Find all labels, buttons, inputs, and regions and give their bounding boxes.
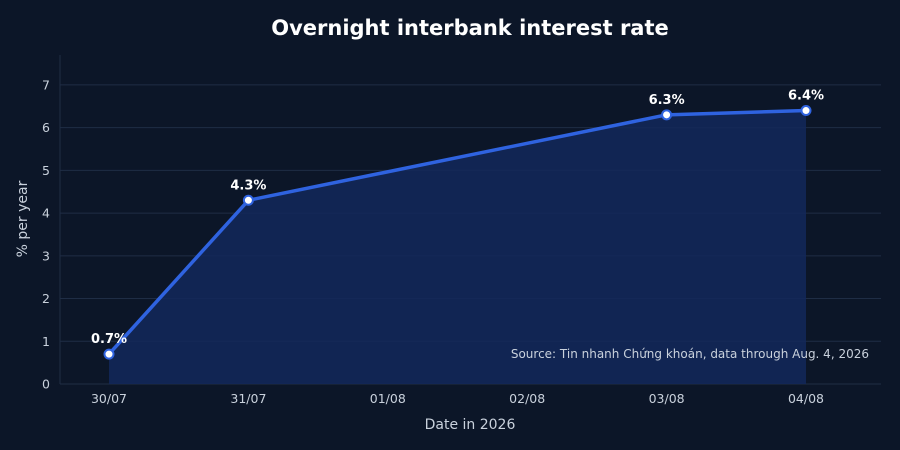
x-tick-label: 30/07 [91,391,127,406]
data-label: 4.3% [230,178,266,193]
y-tick-label: 4 [42,206,50,221]
x-axis-ticks: 30/07 31/07 01/08 02/08 03/08 04/08 [91,391,824,406]
series-line [107,108,808,356]
series-area [109,110,806,384]
data-label: 0.7% [91,332,127,347]
y-tick-label: 2 [42,291,50,306]
y-tick-label: 0 [42,377,50,392]
x-tick-label: 01/08 [370,391,406,406]
chart-title: Overnight interbank interest rate [271,16,669,40]
data-point [103,348,115,360]
x-tick-label: 31/07 [230,391,266,406]
y-axis-ticks: 0 1 2 3 4 5 6 7 [42,77,50,391]
data-labels: 0.7% 4.3% 6.3% 6.4% [91,89,824,348]
y-tick-label: 5 [42,163,50,178]
data-label: 6.4% [788,89,824,104]
data-point [242,194,254,206]
y-axis-label: % per year [15,180,31,257]
series-line-group [107,108,808,356]
x-tick-label: 04/08 [788,391,824,406]
data-point [800,105,812,117]
source-annotation: Source: Tin nhanh Chứng khoán, data thro… [511,347,869,361]
x-axis-label: Date in 2026 [425,417,516,433]
y-tick-label: 6 [42,120,50,135]
y-tick-label: 7 [42,77,50,92]
area-fill-group [109,110,806,384]
data-point [661,109,673,121]
x-tick-label: 02/08 [509,391,545,406]
data-label: 6.3% [649,93,685,108]
y-tick-label: 3 [42,248,50,263]
x-tick-label: 03/08 [649,391,685,406]
y-tick-label: 1 [42,334,50,349]
data-points [103,105,812,360]
